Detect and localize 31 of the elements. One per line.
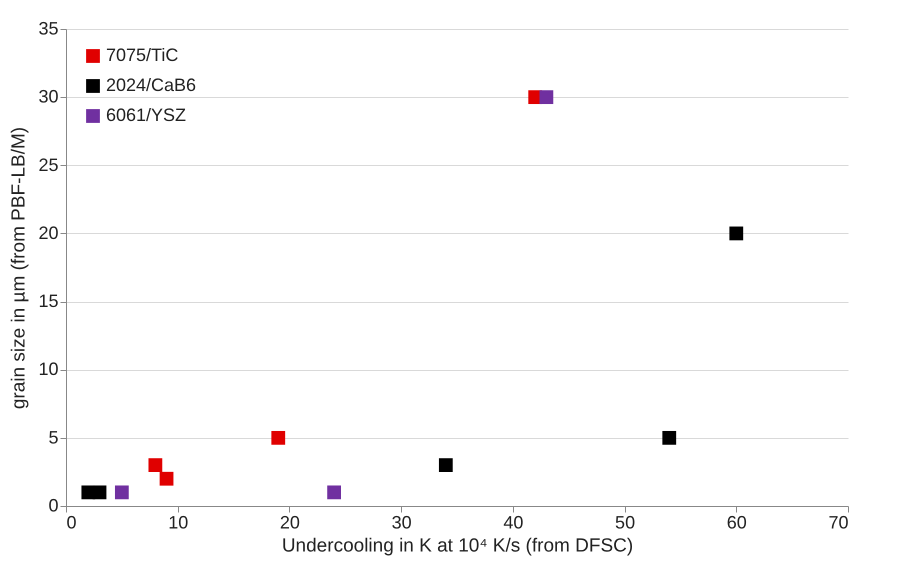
point [92, 485, 106, 500]
x-tick-label: 70 [828, 512, 848, 532]
y-axis-title: grain size in µm (from PBF-LB/M) [8, 126, 30, 410]
point [662, 430, 676, 445]
y-tick-label: 20 [38, 222, 58, 243]
y-tick-label: 35 [38, 18, 58, 38]
point [160, 472, 174, 486]
y-tick-label: 30 [38, 86, 58, 107]
point [271, 430, 286, 445]
x-tick-label: 10 [168, 512, 188, 532]
x-tick-label: 20 [280, 512, 300, 532]
legend-label: 6061/YSZ [106, 105, 186, 125]
legend-label: 7075/TiC [106, 45, 178, 65]
y-tick-label: 25 [38, 154, 58, 175]
x-tick-label: 30 [392, 512, 412, 532]
x-axis-title: Undercooling in K at 10⁴ K/s (from DFSC) [282, 536, 634, 556]
y-tick-label: 10 [38, 359, 58, 380]
point [114, 485, 129, 500]
x-tick-label: 50 [615, 512, 636, 532]
point [539, 90, 554, 104]
point [148, 458, 162, 472]
y-tick-label: 0 [48, 496, 58, 516]
point [327, 485, 342, 500]
x-tick-label: 40 [503, 512, 524, 532]
y-tick-label: 15 [38, 291, 58, 312]
legend-label: 2024/CaB6 [106, 75, 196, 95]
y-tick-label: 5 [48, 427, 58, 448]
point [438, 458, 453, 472]
point [729, 226, 744, 240]
x-tick-label: 60 [726, 512, 747, 532]
x-tick-label: 0 [66, 512, 77, 532]
